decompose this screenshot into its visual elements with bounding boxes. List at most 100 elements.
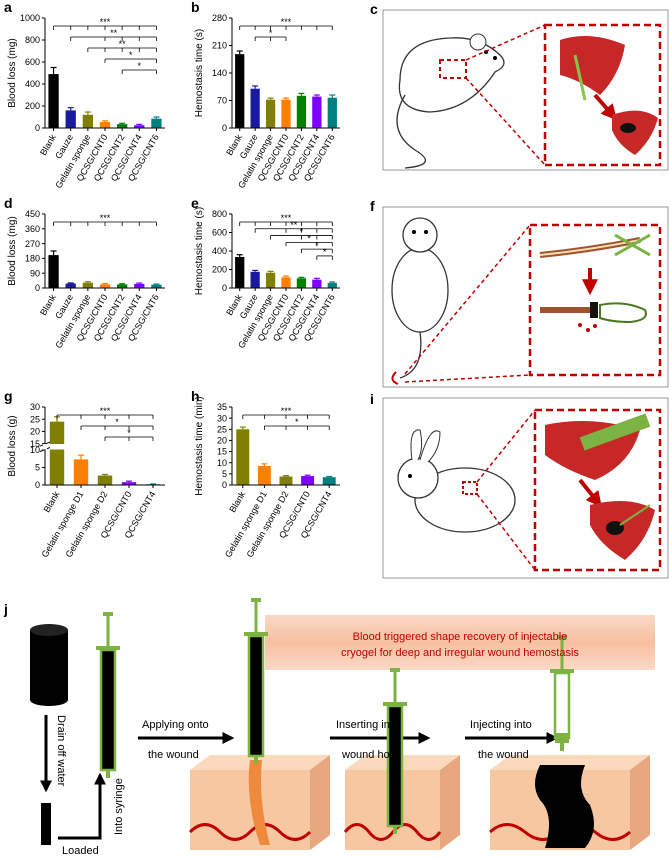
y-tick-label: 210 — [212, 41, 227, 51]
significance-label: *** — [281, 17, 292, 27]
bar — [82, 282, 93, 288]
bar — [99, 284, 111, 288]
significance-label: * — [295, 417, 299, 427]
y-tick-label: 10 — [217, 458, 227, 468]
bar — [134, 283, 145, 288]
bar — [151, 284, 162, 288]
bar — [73, 459, 89, 485]
y-tick-label: 1000 — [20, 13, 40, 23]
bar — [48, 255, 59, 288]
bar — [121, 482, 137, 485]
bar — [117, 284, 128, 288]
significance-label: * — [315, 240, 319, 250]
bar — [281, 277, 291, 288]
bar — [327, 282, 337, 288]
bar — [322, 477, 336, 485]
y-tick-label: 90 — [30, 268, 40, 278]
y-tick-label: 800 — [212, 209, 227, 219]
y-tick-label: 20 — [30, 427, 40, 437]
panel-label: h — [191, 388, 200, 404]
bar — [49, 421, 65, 485]
panel-label: e — [191, 195, 199, 211]
y-tick-label: 25 — [30, 414, 40, 424]
panel-label: d — [4, 195, 13, 211]
panel-label: g — [4, 388, 13, 404]
y-axis-title: Hemostasis time (min) — [194, 396, 205, 495]
y-tick-label: 800 — [25, 35, 40, 45]
y-tick-label: 450 — [25, 209, 40, 219]
y-tick-label: 400 — [212, 246, 227, 256]
bar — [235, 257, 245, 288]
significance-label: ** — [290, 220, 298, 230]
significance-label: ** — [110, 28, 118, 38]
y-tick-label: 15 — [217, 447, 227, 457]
significance-label: * — [269, 28, 273, 38]
significance-label: *** — [100, 406, 111, 416]
bar — [301, 476, 315, 485]
bar — [265, 272, 276, 288]
bar — [296, 95, 307, 128]
panel-label: i — [370, 391, 374, 407]
y-tick-label: 0 — [222, 480, 227, 490]
y-axis-title: Blood loss (mg) — [7, 38, 18, 107]
bar — [296, 278, 307, 288]
step-text: the wound — [148, 749, 199, 761]
significance-label: * — [307, 233, 311, 243]
syringe — [242, 596, 270, 766]
bar — [236, 429, 250, 485]
significance-label: * — [115, 417, 119, 427]
bar — [312, 279, 322, 288]
bar — [134, 125, 145, 128]
y-tick-label: 20 — [217, 436, 227, 446]
bar — [65, 110, 76, 128]
y-tick-label: 25 — [217, 424, 227, 434]
bar — [65, 283, 76, 288]
panel-label: f — [370, 198, 375, 214]
y-tick-label: 600 — [212, 228, 227, 238]
y-tick-label: 30 — [30, 402, 40, 412]
highlight-text: Blood triggered shape recovery of inject… — [353, 631, 568, 643]
step-text: Injecting into — [470, 719, 532, 731]
bar — [48, 74, 59, 128]
illustration-c — [382, 9, 669, 171]
bar — [312, 96, 322, 128]
bar — [265, 99, 276, 128]
illustration-j — [30, 596, 655, 850]
bar — [281, 99, 291, 128]
significance-label: * — [129, 50, 133, 60]
significance-label: * — [138, 61, 142, 71]
syringe — [94, 610, 122, 780]
bar — [117, 124, 128, 128]
bar — [82, 114, 93, 128]
y-tick-label: 360 — [25, 224, 40, 234]
y-tick-label: 200 — [25, 101, 40, 111]
y-tick-label: 5 — [222, 469, 227, 479]
y-tick-label: 180 — [25, 254, 40, 264]
y-axis-title: Blood loss (g) — [7, 415, 18, 476]
y-tick-label: 70 — [217, 96, 227, 106]
y-axis-title: Hemostasis time (s) — [194, 29, 205, 117]
significance-label: *** — [281, 406, 292, 416]
y-tick-label: 0 — [222, 123, 227, 133]
bar — [151, 118, 162, 128]
significance-label: * — [323, 247, 327, 257]
y-tick-label: 400 — [25, 79, 40, 89]
significance-label: *** — [100, 17, 111, 27]
y-tick-label: 140 — [212, 68, 227, 78]
axis-break — [41, 444, 165, 450]
y-tick-label: 0 — [35, 480, 40, 490]
step-text: Loaded — [62, 845, 99, 857]
significance-label: * — [127, 428, 131, 438]
y-tick-label: 0 — [222, 283, 227, 293]
significance-label: *** — [281, 213, 292, 223]
panel-label: c — [370, 1, 378, 17]
y-axis-title: Hemostasis time (s) — [194, 207, 205, 295]
panel-label: a — [4, 0, 12, 15]
panel-label: j — [3, 601, 8, 617]
y-tick-label: 200 — [212, 265, 227, 275]
step-text: the wound — [478, 749, 529, 761]
y-tick-label: 15 — [30, 439, 40, 449]
y-axis-title: Blood loss (mg) — [7, 216, 18, 285]
